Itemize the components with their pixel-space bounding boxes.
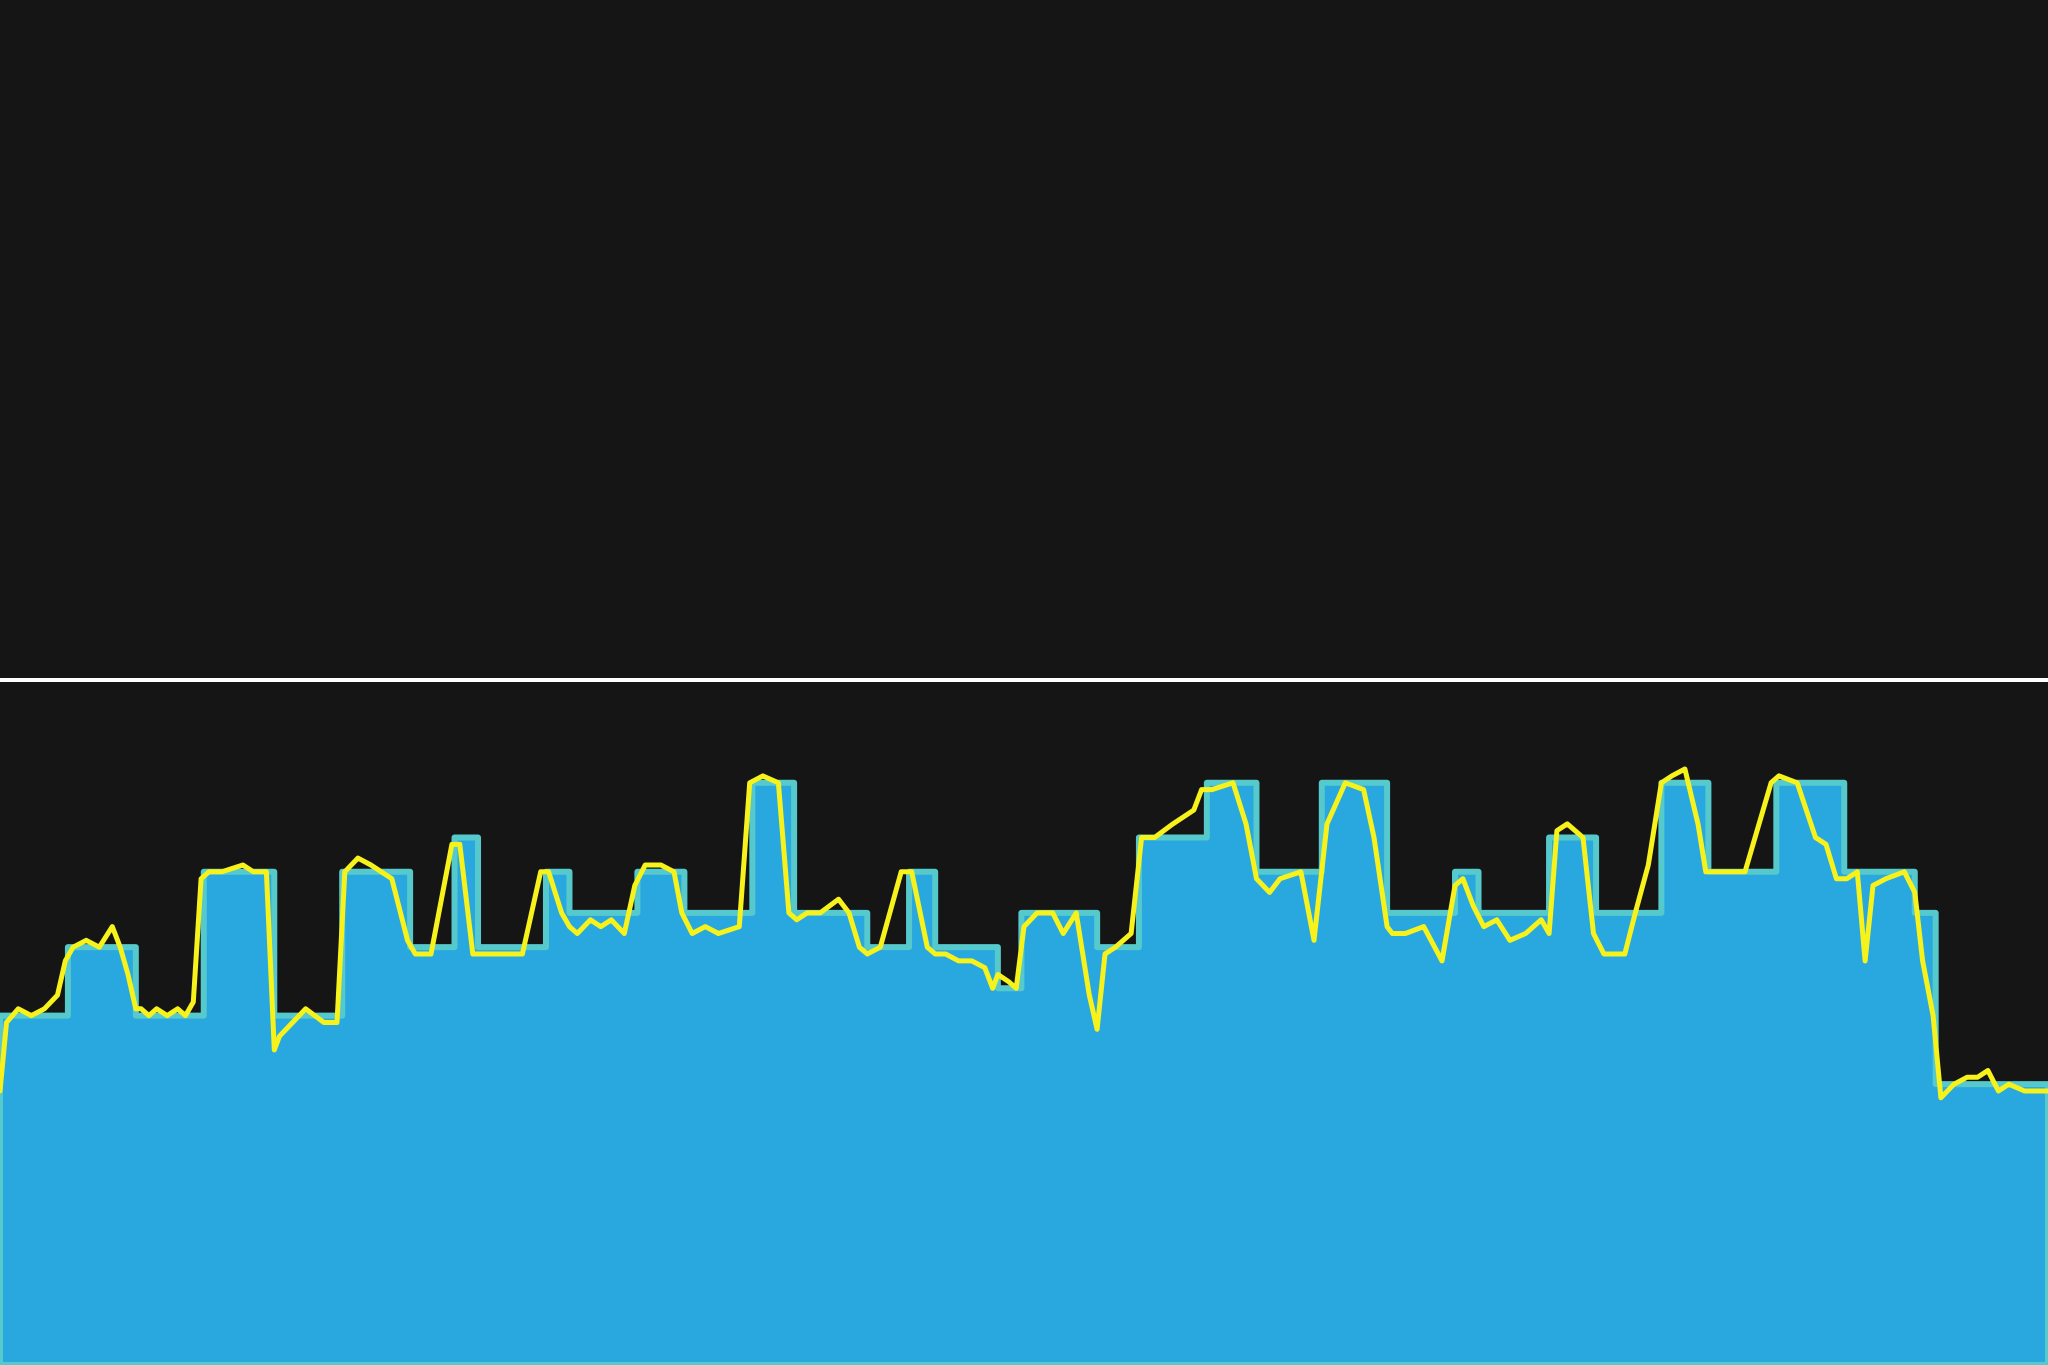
target-series — [0, 779, 2048, 1365]
actual-series — [0, 766, 2048, 1101]
actual-line — [0, 766, 2048, 1101]
target-step-area — [0, 779, 2048, 1365]
